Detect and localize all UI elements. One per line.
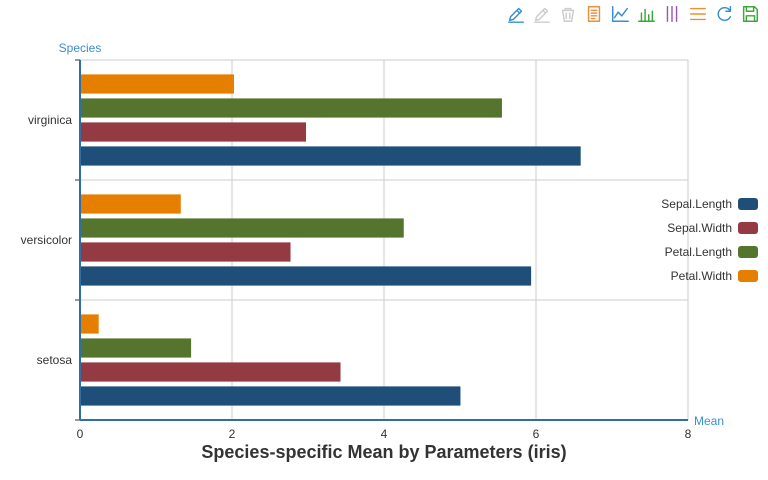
bar-series — [80, 74, 581, 406]
clear-mark-icon[interactable] — [556, 2, 580, 26]
bar-sepal-width-versicolor[interactable] — [80, 242, 291, 262]
bar-sepal-length-virginica[interactable] — [80, 146, 581, 166]
legend-label: Sepal.Length — [661, 197, 732, 211]
stack-icon[interactable] — [660, 2, 684, 26]
erase-pen-icon[interactable] — [530, 2, 554, 26]
data-view-icon[interactable] — [582, 2, 606, 26]
legend-label: Sepal.Width — [667, 221, 732, 235]
line-chart-icon[interactable] — [608, 2, 632, 26]
legend-label: Petal.Width — [671, 269, 732, 283]
y-tick-label: versicolor — [21, 233, 72, 247]
tiled-icon[interactable] — [686, 2, 710, 26]
bar-petal-length-versicolor[interactable] — [80, 218, 404, 238]
legend-item-sepal-width[interactable]: Sepal.Width — [667, 221, 758, 235]
bar-petal-width-versicolor[interactable] — [80, 194, 181, 214]
bar-sepal-length-setosa[interactable] — [80, 386, 461, 406]
legend-swatch — [738, 270, 758, 282]
legend-label: Petal.Length — [665, 245, 732, 259]
bar-sepal-width-setosa[interactable] — [80, 362, 341, 382]
restore-icon[interactable] — [712, 2, 736, 26]
y-tick-label: setosa — [37, 353, 73, 367]
legend-swatch — [738, 246, 758, 258]
bar-sepal-width-virginica[interactable] — [80, 122, 307, 142]
mark-pen-icon[interactable] — [504, 2, 528, 26]
legend-item-petal-length[interactable]: Petal.Length — [665, 245, 758, 259]
x-axis-title: Mean — [694, 414, 724, 428]
legend: Sepal.Length Sepal.Width Petal.Length Petal… — [661, 197, 758, 283]
bar-petal-width-virginica[interactable] — [80, 74, 234, 94]
legend-swatch — [738, 198, 758, 210]
x-tick-label: 4 — [381, 427, 388, 441]
legend-item-sepal-length[interactable]: Sepal.Length — [661, 197, 758, 211]
bar-petal-length-virginica[interactable] — [80, 98, 502, 118]
x-tick-label: 6 — [533, 427, 540, 441]
bar-petal-width-setosa[interactable] — [80, 314, 99, 334]
bar-petal-length-setosa[interactable] — [80, 338, 192, 358]
chart-toolbox — [504, 2, 762, 26]
bar-sepal-length-versicolor[interactable] — [80, 266, 532, 286]
axes: 0 2 4 6 8 setosa versicolor virginica — [21, 59, 692, 441]
x-tick-label: 0 — [77, 427, 84, 441]
x-tick-label: 2 — [229, 427, 236, 441]
save-image-icon[interactable] — [738, 2, 762, 26]
y-axis-title: Species — [59, 41, 102, 55]
chart-title: Species-specific Mean by Parameters (iri… — [201, 442, 566, 462]
bar-chart-icon[interactable] — [634, 2, 658, 26]
x-tick-label: 8 — [685, 427, 692, 441]
legend-item-petal-width[interactable]: Petal.Width — [671, 269, 758, 283]
y-tick-label: virginica — [28, 113, 72, 127]
legend-swatch — [738, 222, 758, 234]
